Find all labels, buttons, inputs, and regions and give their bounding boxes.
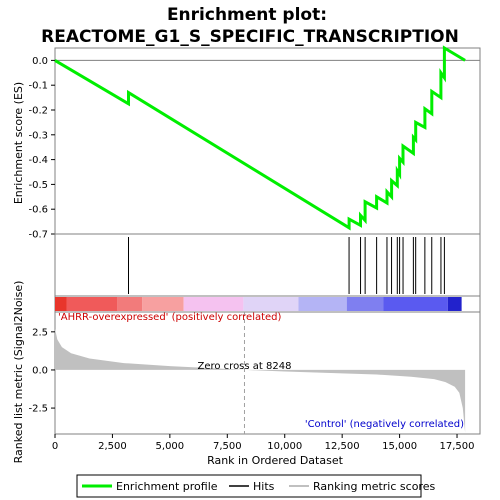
rank-bar-segment xyxy=(183,297,244,311)
x-axis-ticks: 0 2,500 5,000 7,500 10,000 12,500 15,000 17,500 xyxy=(52,434,475,452)
zero-cross-label: Zero cross at 8248 xyxy=(197,361,291,372)
rank-bar-segments xyxy=(55,297,462,311)
x-axis-label: Rank in Ordered Dataset xyxy=(207,454,344,467)
es-panel: 0.0 -0.1 -0.2 -0.3 -0.4 -0.5 -0.6 -0.7 Enrichme… xyxy=(12,45,481,241)
es-y-tick-label: -0.4 xyxy=(28,155,48,166)
es-y-ticks: 0.0 -0.1 -0.2 -0.3 -0.4 -0.5 -0.6 -0.7 xyxy=(28,56,55,241)
x-tick-label: 0 xyxy=(52,441,58,452)
es-y-tick-label: -0.7 xyxy=(28,230,48,241)
rank-y-ticks: 2.5 0.0 -2.5 xyxy=(28,327,55,415)
enrichment-profile-line xyxy=(54,45,466,231)
es-y-tick-label: -0.3 xyxy=(28,130,48,141)
negative-correlation-label: 'Control' (negatively correlated) xyxy=(305,419,464,430)
rank-bar-segment xyxy=(243,297,299,311)
x-tick-label: 5,000 xyxy=(156,441,185,452)
es-y-tick-label: -0.1 xyxy=(28,81,48,92)
legend-hits-label: Hits xyxy=(253,480,275,493)
rank-bar-segment xyxy=(383,297,448,311)
rank-y-tick-label: -2.5 xyxy=(28,404,48,415)
rank-panel: Zero cross at 8248 'AHRR-overexpressed' … xyxy=(12,281,481,464)
hit-marks xyxy=(128,237,445,294)
x-tick-label: 12,500 xyxy=(325,441,360,452)
rank-bar-segment xyxy=(346,297,384,311)
rank-bar-segment xyxy=(55,297,67,311)
x-tick-label: 7,500 xyxy=(213,441,242,452)
es-y-tick-label: -0.5 xyxy=(28,180,48,191)
es-y-axis-label: Enrichment score (ES) xyxy=(12,82,25,204)
x-tick-label: 10,000 xyxy=(267,441,302,452)
rank-bar-segment xyxy=(66,297,118,311)
rank-y-tick-label: 2.5 xyxy=(32,327,48,338)
es-y-tick-label: -0.6 xyxy=(28,205,48,216)
rank-bar-segment xyxy=(447,297,462,311)
hits-panel-frame xyxy=(54,233,481,297)
es-y-tick-label: 0.0 xyxy=(32,56,48,67)
x-tick-label: 2,500 xyxy=(98,441,127,452)
legend-enrichment-label: Enrichment profile xyxy=(116,480,218,493)
x-tick-label: 17,500 xyxy=(440,441,475,452)
chart-title-line2: REACTOME_G1_S_SPECIFIC_TRANSCRIPTION xyxy=(41,27,459,47)
rank-bar-segment xyxy=(142,297,184,311)
positive-correlation-label: 'AHRR-overexpressed' (positively correla… xyxy=(58,312,282,323)
x-tick-label: 15,000 xyxy=(382,441,417,452)
rank-bar-segment xyxy=(117,297,143,311)
chart-title-line1: Enrichment plot: xyxy=(167,5,327,25)
hits-panel xyxy=(54,233,481,297)
legend: Enrichment profile Hits Ranking metric s… xyxy=(76,474,435,498)
legend-ranking-label: Ranking metric scores xyxy=(313,480,435,493)
rank-y-tick-label: 0.0 xyxy=(32,365,48,376)
es-panel-frame xyxy=(54,47,481,235)
rank-y-axis-label: Ranked list metric (Signal2Noise) xyxy=(12,281,25,464)
rank-bar xyxy=(54,295,481,313)
rank-bar-segment xyxy=(298,297,347,311)
es-y-tick-label: -0.2 xyxy=(28,106,48,117)
